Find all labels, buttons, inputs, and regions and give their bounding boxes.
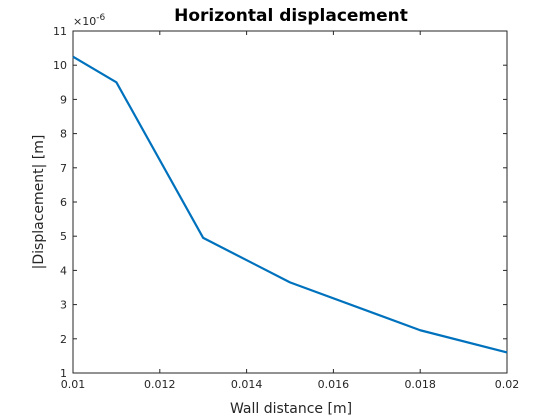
series-line: [72, 55, 508, 354]
x-tick-label: 0.014: [231, 378, 263, 391]
y-tick-label: 5: [60, 230, 67, 243]
axes-box: [72, 30, 508, 374]
y-tick-label: 9: [60, 93, 67, 106]
y-axis-label: |Displacement| [m]: [31, 135, 47, 270]
x-tick-label: 0.012: [144, 378, 176, 391]
y-tick-label: 6: [60, 196, 67, 209]
chart-title: Horizontal displacement: [174, 6, 408, 26]
y-tick-label: 8: [60, 128, 67, 141]
plot-area: 0.01 0.012 0.014 0.016 0.018 0.02 1 2 3 4 5 6 7 8 9 10 1…: [53, 25, 519, 391]
x-tick-label: 0.016: [318, 378, 350, 391]
y-tick-label: 7: [60, 162, 67, 175]
y-tick-label: 10: [53, 59, 67, 72]
y-tick-label: 4: [60, 264, 67, 277]
y-exponent-label: ×10-6: [73, 13, 105, 28]
x-tick-label: 0.02: [495, 378, 520, 391]
x-tick-label: 0.01: [61, 378, 86, 391]
y-tick-label: 11: [53, 25, 67, 38]
y-tick-label: 3: [60, 299, 67, 312]
y-tick-label: 1: [60, 367, 67, 380]
x-tick-label: 0.018: [404, 378, 436, 391]
y-tick-label: 2: [60, 333, 67, 346]
x-axis-label: Wall distance [m]: [230, 401, 352, 417]
